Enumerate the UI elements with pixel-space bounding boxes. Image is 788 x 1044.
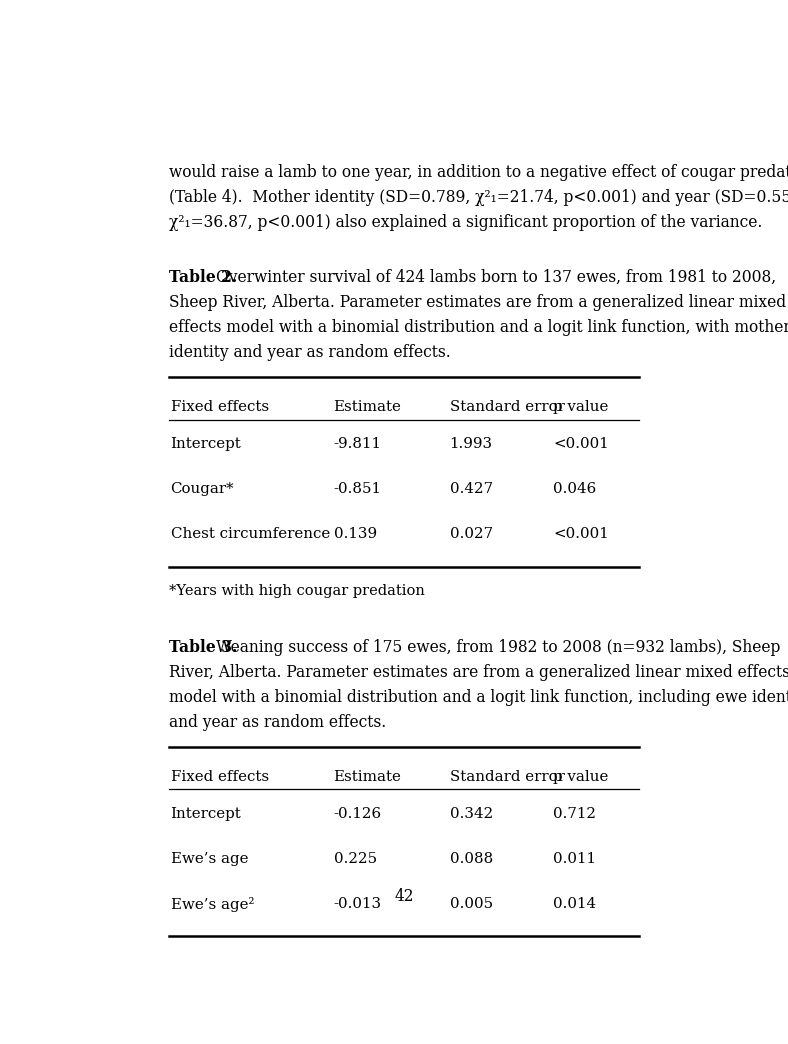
Text: p value: p value <box>553 400 609 414</box>
Text: 0.088: 0.088 <box>450 852 493 865</box>
Text: Estimate: Estimate <box>333 770 402 784</box>
Text: 0.011: 0.011 <box>553 852 597 865</box>
Text: Fixed effects: Fixed effects <box>170 770 269 784</box>
Text: identity and year as random effects.: identity and year as random effects. <box>169 343 451 361</box>
Text: 42: 42 <box>394 888 414 905</box>
Text: Standard error: Standard error <box>450 400 564 414</box>
Text: p value: p value <box>553 770 609 784</box>
Text: 1.993: 1.993 <box>450 437 492 451</box>
Text: Sheep River, Alberta. Parameter estimates are from a generalized linear mixed: Sheep River, Alberta. Parameter estimate… <box>169 294 786 311</box>
Text: 0.046: 0.046 <box>553 482 597 496</box>
Text: Ewe’s age: Ewe’s age <box>170 852 248 865</box>
Text: Table 3.: Table 3. <box>169 639 237 656</box>
Text: 0.014: 0.014 <box>553 897 597 911</box>
Text: effects model with a binomial distribution and a logit link function, with mothe: effects model with a binomial distributi… <box>169 319 788 336</box>
Text: (Table 4).  Mother identity (SD=0.789, χ²₁=21.74, p<0.001) and year (SD=0.553,: (Table 4). Mother identity (SD=0.789, χ²… <box>169 189 788 206</box>
Text: *Years with high cougar predation: *Years with high cougar predation <box>169 585 425 598</box>
Text: -0.126: -0.126 <box>333 807 381 821</box>
Text: -0.013: -0.013 <box>333 897 381 911</box>
Text: 0.027: 0.027 <box>450 527 492 541</box>
Text: Intercept: Intercept <box>170 807 241 821</box>
Text: River, Alberta. Parameter estimates are from a generalized linear mixed effects: River, Alberta. Parameter estimates are … <box>169 664 788 681</box>
Text: 0.342: 0.342 <box>450 807 493 821</box>
Text: Cougar*: Cougar* <box>170 482 234 496</box>
Text: Standard error: Standard error <box>450 770 564 784</box>
Text: 0.427: 0.427 <box>450 482 492 496</box>
Text: Table 2.: Table 2. <box>169 269 237 286</box>
Text: would raise a lamb to one year, in addition to a negative effect of cougar preda: would raise a lamb to one year, in addit… <box>169 164 788 181</box>
Text: -0.851: -0.851 <box>333 482 381 496</box>
Text: χ²₁=36.87, p<0.001) also explained a significant proportion of the variance.: χ²₁=36.87, p<0.001) also explained a sig… <box>169 214 762 231</box>
Text: Fixed effects: Fixed effects <box>170 400 269 414</box>
Text: 0.712: 0.712 <box>553 807 597 821</box>
Text: and year as random effects.: and year as random effects. <box>169 714 386 731</box>
Text: Overwinter survival of 424 lambs born to 137 ewes, from 1981 to 2008,: Overwinter survival of 424 lambs born to… <box>216 269 776 286</box>
Text: 0.225: 0.225 <box>333 852 377 865</box>
Text: Estimate: Estimate <box>333 400 402 414</box>
Text: Intercept: Intercept <box>170 437 241 451</box>
Text: model with a binomial distribution and a logit link function, including ewe iden: model with a binomial distribution and a… <box>169 689 788 706</box>
Text: <0.001: <0.001 <box>553 527 609 541</box>
Text: <0.001: <0.001 <box>553 437 609 451</box>
Text: 0.005: 0.005 <box>450 897 492 911</box>
Text: Weaning success of 175 ewes, from 1982 to 2008 (n=932 lambs), Sheep: Weaning success of 175 ewes, from 1982 t… <box>216 639 780 656</box>
Text: -9.811: -9.811 <box>333 437 381 451</box>
Text: Ewe’s age²: Ewe’s age² <box>170 897 254 912</box>
Text: 0.139: 0.139 <box>333 527 377 541</box>
Text: Chest circumference: Chest circumference <box>170 527 330 541</box>
